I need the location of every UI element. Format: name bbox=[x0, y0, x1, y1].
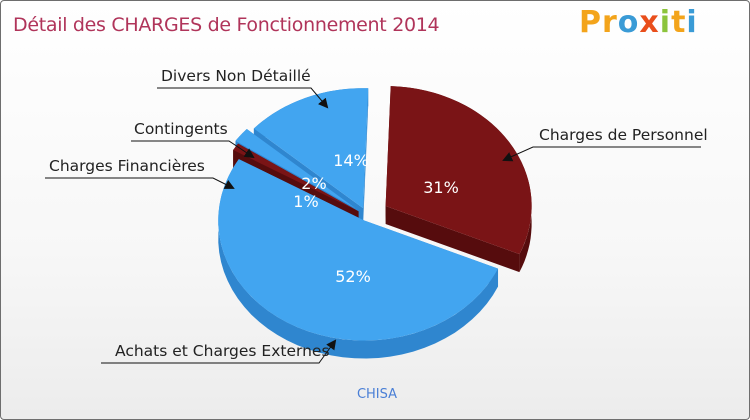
slice-category-label: Charges de Personnel bbox=[539, 126, 708, 144]
leader-line bbox=[502, 146, 701, 162]
slice-category-label: Contingents bbox=[134, 120, 228, 138]
leader-line bbox=[157, 87, 329, 109]
logo-letter: i bbox=[686, 5, 698, 40]
logo-letter: P bbox=[579, 5, 602, 40]
slice-cut-face bbox=[385, 206, 520, 273]
slice-top bbox=[233, 143, 359, 212]
logo-letter: t bbox=[671, 5, 687, 40]
logo-letter: r bbox=[602, 5, 618, 40]
slice-percent-label: 2% bbox=[301, 174, 326, 193]
slice-percent-label: 14% bbox=[333, 151, 369, 170]
leader-line bbox=[131, 140, 255, 159]
slice-percent-label: 52% bbox=[335, 267, 371, 286]
slice-cut-face bbox=[363, 88, 369, 227]
leader-line bbox=[45, 177, 235, 189]
slice-category-label: Achats et Charges Externes bbox=[115, 342, 330, 360]
slice-percent-label: 31% bbox=[423, 178, 459, 197]
slice-percent-label: 1% bbox=[293, 192, 318, 211]
leader-line bbox=[101, 339, 337, 364]
subject-label: CHISA bbox=[357, 387, 397, 402]
slice-category-label: Divers Non Détaillé bbox=[161, 67, 311, 85]
slice-top bbox=[235, 129, 356, 209]
logo-letter: o bbox=[617, 5, 640, 40]
logo-letter: i bbox=[659, 5, 672, 40]
slice-top bbox=[253, 88, 369, 209]
logo-letter: x bbox=[639, 5, 660, 40]
pie-slice-achats-et-charges-externes bbox=[218, 159, 499, 359]
chart-title: Détail des CHARGES de Fonctionnement 201… bbox=[13, 14, 440, 36]
pie-slice-charges-de-personnel bbox=[385, 86, 532, 273]
proxiti-logo: Proxiti bbox=[579, 5, 698, 40]
slice-top bbox=[385, 86, 532, 255]
slice-top bbox=[218, 159, 498, 341]
slice-category-label: Charges Financières bbox=[49, 157, 205, 175]
